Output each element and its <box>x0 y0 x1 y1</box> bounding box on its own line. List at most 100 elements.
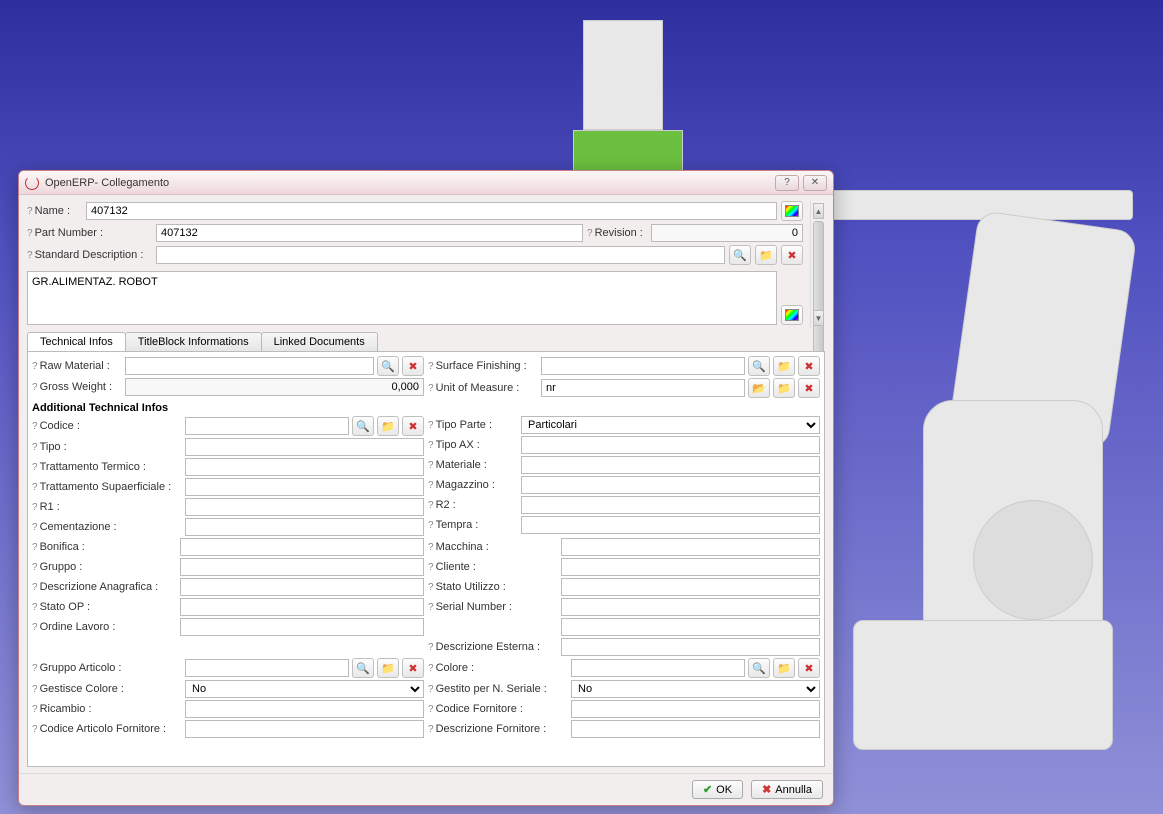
cancel-button[interactable]: ✖Annulla <box>751 780 823 799</box>
field-label: Materiale : <box>428 459 518 471</box>
delete-icon[interactable]: ✖ <box>798 378 820 398</box>
ok-button[interactable]: ✔OK <box>692 780 743 799</box>
dialog-footer: ✔OK ✖Annulla <box>19 773 833 805</box>
name-label: Name : <box>27 205 82 217</box>
folder-icon[interactable]: 📁 <box>773 378 795 398</box>
field-label: Serial Number : <box>428 601 558 613</box>
field-input[interactable] <box>521 496 820 514</box>
uom-input[interactable] <box>541 379 745 397</box>
folder-icon[interactable]: 📁 <box>773 658 795 678</box>
dialog-window: OpenERP- Collegamento ? ✕ Name : Part Nu… <box>18 170 834 806</box>
tab-technical-infos[interactable]: Technical Infos <box>27 332 126 351</box>
field-input[interactable] <box>185 438 424 456</box>
search-icon[interactable]: 🔍 <box>748 658 770 678</box>
field-input[interactable] <box>521 516 820 534</box>
dialog-content: Name : Part Number : Revision : Standard… <box>19 195 833 773</box>
field-input[interactable] <box>561 598 820 616</box>
field-select[interactable]: No <box>185 680 424 698</box>
search-icon[interactable]: 🔍 <box>748 356 770 376</box>
part-number-label: Part Number : <box>27 227 152 239</box>
name-input[interactable] <box>86 202 777 220</box>
search-icon[interactable]: 🔍 <box>729 245 751 265</box>
open-icon[interactable]: 📂 <box>748 378 770 398</box>
folder-icon[interactable]: 📁 <box>377 658 399 678</box>
titlebar[interactable]: OpenERP- Collegamento ? ✕ <box>19 171 833 195</box>
image-button-2[interactable] <box>781 305 803 325</box>
delete-icon[interactable]: ✖ <box>798 356 820 376</box>
delete-icon[interactable]: ✖ <box>781 245 803 265</box>
field-input[interactable] <box>185 659 349 677</box>
field-row: Macchina : <box>428 538 820 556</box>
field-select[interactable]: No <box>571 680 820 698</box>
folder-icon[interactable]: 📁 <box>377 416 399 436</box>
field-input[interactable] <box>185 458 424 476</box>
uom-label: Unit of Measure : <box>428 382 538 394</box>
field-input[interactable] <box>521 456 820 474</box>
window-title: OpenERP- Collegamento <box>45 177 771 189</box>
field-input[interactable] <box>521 436 820 454</box>
field-label: R2 : <box>428 499 518 511</box>
field-input[interactable] <box>185 720 424 738</box>
cancel-label: Annulla <box>775 784 812 796</box>
field-input[interactable] <box>180 618 424 636</box>
part-number-input[interactable] <box>156 224 583 242</box>
field-input[interactable] <box>180 558 424 576</box>
folder-icon[interactable]: 📁 <box>755 245 777 265</box>
field-input[interactable] <box>180 538 424 556</box>
folder-icon[interactable]: 📁 <box>773 356 795 376</box>
tab-bar: Technical Infos TitleBlock Informations … <box>27 332 825 351</box>
field-input[interactable] <box>185 478 424 496</box>
gross-weight-input[interactable] <box>125 378 424 396</box>
field-label: Tempra : <box>428 519 518 531</box>
delete-icon[interactable]: ✖ <box>402 416 424 436</box>
field-row: Magazzino : <box>428 476 820 494</box>
description-textarea[interactable]: GR.ALIMENTAZ. ROBOT <box>27 271 777 325</box>
field-label: Gruppo : <box>32 561 177 573</box>
field-input[interactable] <box>561 578 820 596</box>
delete-icon[interactable]: ✖ <box>402 658 424 678</box>
field-row: Gruppo Articolo :🔍📁✖ <box>32 658 424 678</box>
field-input[interactable] <box>185 498 424 516</box>
field-input[interactable] <box>185 518 424 536</box>
field-input[interactable] <box>185 700 424 718</box>
field-label: R1 : <box>32 501 182 513</box>
std-desc-input[interactable] <box>156 246 725 264</box>
image-button[interactable] <box>781 201 803 221</box>
field-input[interactable] <box>561 618 820 636</box>
raw-material-input[interactable] <box>125 357 374 375</box>
tab-linked-documents[interactable]: Linked Documents <box>261 332 378 351</box>
scrollbar[interactable]: ▲ ▼ <box>810 201 826 328</box>
delete-icon[interactable]: ✖ <box>798 658 820 678</box>
field-row: Codice :🔍📁✖ <box>32 416 424 436</box>
field-row: Cliente : <box>428 558 820 576</box>
field-input[interactable] <box>561 638 820 656</box>
image-icon <box>785 205 799 217</box>
scroll-up-icon[interactable]: ▲ <box>813 203 824 219</box>
revision-input[interactable] <box>651 224 803 242</box>
raw-material-label: Raw Material : <box>32 360 122 372</box>
field-row: R2 : <box>428 496 820 514</box>
field-row: Bonifica : <box>32 538 424 556</box>
search-icon[interactable]: 🔍 <box>352 658 374 678</box>
tab-titleblock[interactable]: TitleBlock Informations <box>125 332 262 351</box>
search-icon[interactable]: 🔍 <box>352 416 374 436</box>
field-select[interactable]: Particolari <box>521 416 820 434</box>
field-input[interactable] <box>571 720 820 738</box>
field-row: Gestisce Colore :No <box>32 680 424 698</box>
field-input[interactable] <box>561 558 820 576</box>
field-input[interactable] <box>180 598 424 616</box>
search-icon[interactable]: 🔍 <box>377 356 399 376</box>
std-desc-label: Standard Description : <box>27 249 152 261</box>
field-input[interactable] <box>180 578 424 596</box>
close-button[interactable]: ✕ <box>803 175 827 191</box>
field-input[interactable] <box>185 417 349 435</box>
help-button[interactable]: ? <box>775 175 799 191</box>
field-input[interactable] <box>571 700 820 718</box>
surface-finishing-input[interactable] <box>541 357 745 375</box>
field-input[interactable] <box>561 538 820 556</box>
field-label: Tipo : <box>32 441 182 453</box>
field-input[interactable] <box>571 659 745 677</box>
scroll-down-icon[interactable]: ▼ <box>813 310 824 326</box>
field-input[interactable] <box>521 476 820 494</box>
delete-icon[interactable]: ✖ <box>402 356 424 376</box>
